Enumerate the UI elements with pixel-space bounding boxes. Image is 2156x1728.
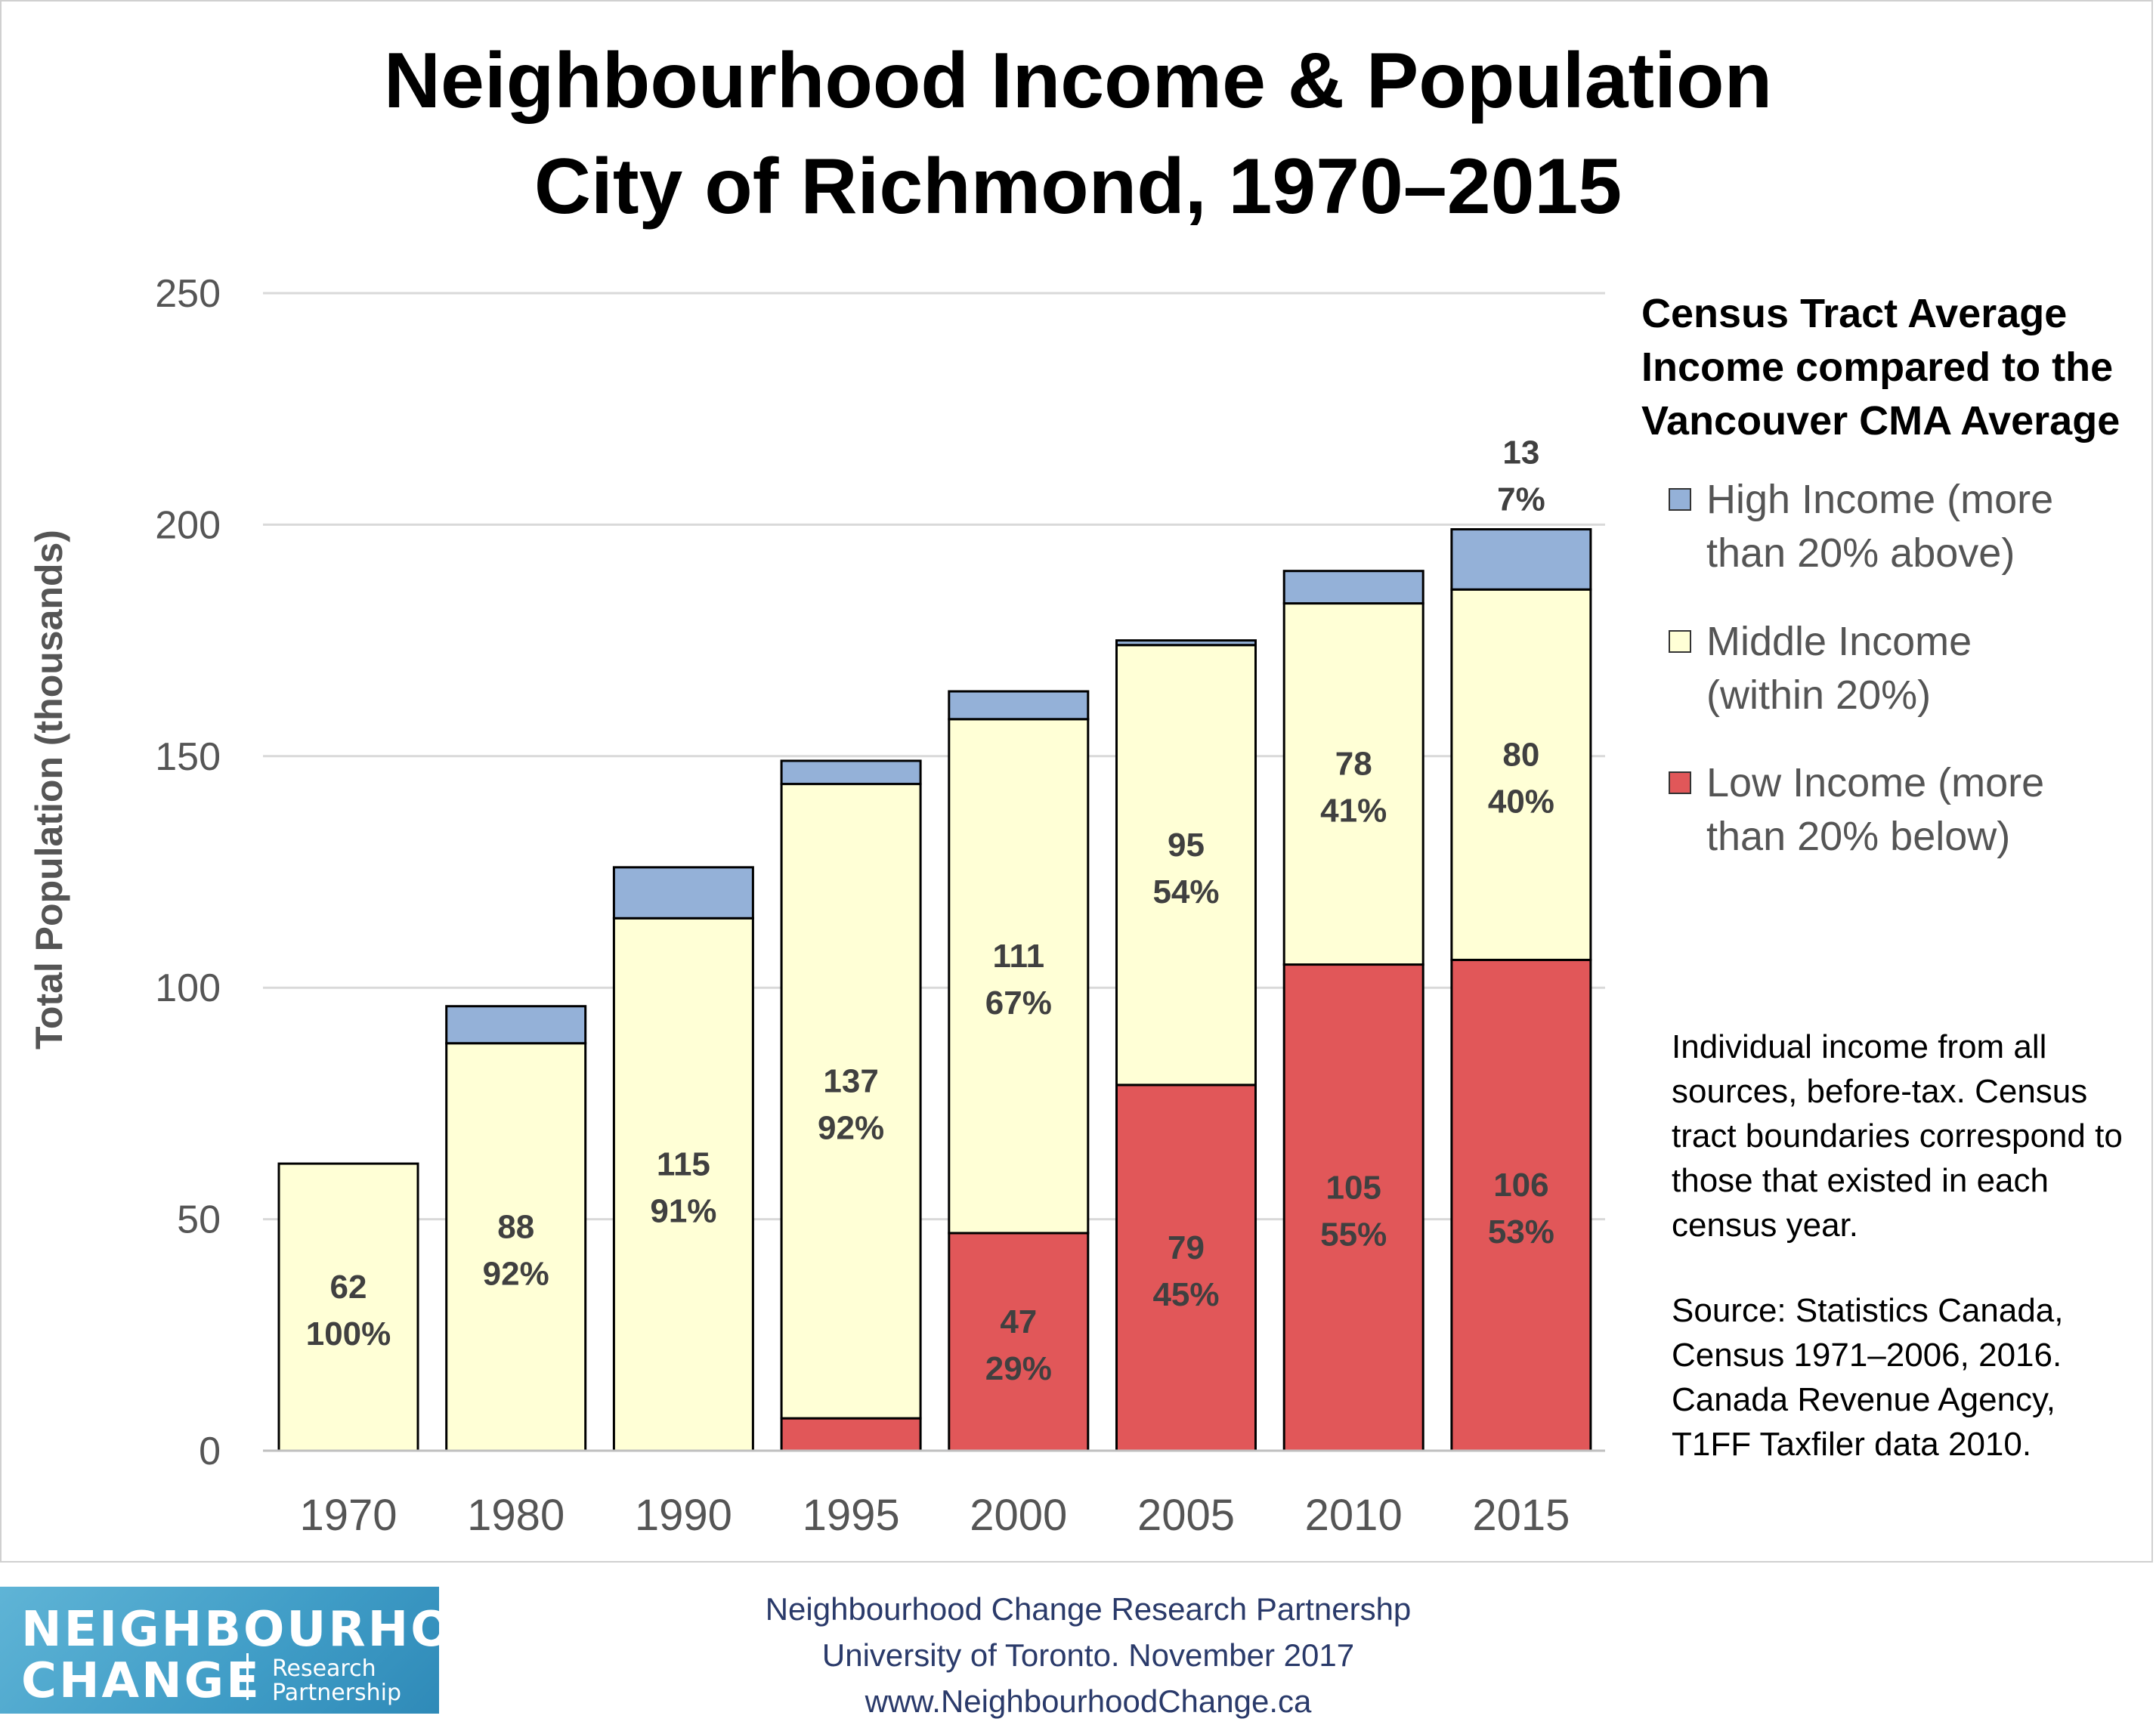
bar-segment-low <box>1282 963 1424 1452</box>
bar-segment-middle <box>1282 602 1424 966</box>
neighbourhood-change-logo: NEIGHBOURHOOD CHANGE Research Partnershi… <box>0 1587 537 1714</box>
legend-label-middle: Middle Income (within 20%) <box>1706 619 1972 718</box>
data-label-value: 105 <box>1325 1169 1381 1206</box>
x-tick-label: 2010 <box>1305 1491 1403 1540</box>
data-label-pct: 41% <box>1320 793 1387 830</box>
data-label-pct: 29% <box>985 1350 1052 1387</box>
legend-item-low-income: Low Income (more than 20% below) <box>1669 756 2099 864</box>
data-label-value: 88 <box>497 1208 534 1245</box>
data-label-pct: 92% <box>483 1255 549 1292</box>
data-label-value: 47 <box>1000 1303 1037 1340</box>
y-tick-label: 150 <box>155 735 221 779</box>
bar-segment-high <box>612 866 754 920</box>
bar-segment-middle <box>612 917 754 1452</box>
data-label-pct: 100% <box>306 1315 391 1352</box>
bar-segment-middle <box>1450 588 1592 961</box>
data-label-value: 111 <box>993 938 1045 975</box>
logo-line1: NEIGHBOURHOOD <box>21 1602 540 1658</box>
y-tick-label: 100 <box>155 966 221 1010</box>
bar-segment-low <box>948 1232 1090 1452</box>
data-label-value: 79 <box>1168 1229 1205 1266</box>
bar-segment-high <box>1115 639 1257 647</box>
data-label-value: 13 <box>1502 434 1539 471</box>
footer-line3[interactable]: www.NeighbourhoodChange.ca <box>865 1683 1312 1719</box>
y-tick-label: 0 <box>199 1430 221 1473</box>
legend-label-low: Low Income (more than 20% below) <box>1706 760 2045 859</box>
data-label-value: 106 <box>1493 1167 1548 1204</box>
data-label-pct: 45% <box>1152 1276 1219 1313</box>
bar-segment-high <box>1450 528 1592 591</box>
legend-swatch-low-icon <box>1669 771 1691 794</box>
bar-segment-middle <box>277 1162 419 1452</box>
bar-segment-high <box>948 690 1090 721</box>
logo-tag2: Partnership <box>272 1680 402 1706</box>
x-tick-label: 1970 <box>299 1491 397 1540</box>
legend-title: Census Tract Average Income compared to … <box>1641 291 2120 444</box>
bar-segment-middle <box>948 718 1090 1235</box>
chart-title: Neighbourhood Income & Population <box>383 37 1773 125</box>
bar-segment-low <box>1450 958 1592 1452</box>
data-label-pct: 55% <box>1320 1216 1387 1253</box>
bar-segment-high <box>780 759 922 786</box>
bar-segment-low <box>1115 1083 1257 1452</box>
bar-segment-middle <box>445 1042 587 1452</box>
source-note: Source: Statistics Canada, Census 1971–2… <box>1672 1292 2064 1463</box>
footer-line2: University of Toronto. November 2017 <box>821 1637 1355 1673</box>
y-tick-label: 250 <box>155 272 221 316</box>
logo-line2: CHANGE <box>21 1653 261 1709</box>
data-label-value: 62 <box>330 1269 367 1306</box>
legend-swatch-middle-icon <box>1669 630 1691 653</box>
y-tick-label: 200 <box>155 503 221 547</box>
x-tick-label: 1980 <box>467 1491 565 1540</box>
bar-segment-low <box>780 1417 922 1452</box>
y-tick-label: 50 <box>177 1198 221 1242</box>
x-tick-label: 1995 <box>803 1491 900 1540</box>
x-tick-label: 2005 <box>1137 1491 1235 1540</box>
income-note: Individual income from all sources, befo… <box>1672 1028 2123 1244</box>
bar-segment-middle <box>780 783 922 1420</box>
bar-segment-high <box>445 1005 587 1045</box>
data-label-value: 95 <box>1168 827 1205 864</box>
data-label-pct: 53% <box>1488 1213 1554 1250</box>
legend-item-high-income: High Income (more than 20% above) <box>1669 473 2099 580</box>
data-label-pct: 91% <box>650 1193 716 1230</box>
x-tick-label: 2015 <box>1472 1491 1570 1540</box>
logo-divider <box>246 1653 249 1700</box>
footer-line1: Neighbourhood Change Research Partnershp <box>765 1591 1412 1627</box>
data-label-value: 78 <box>1335 746 1372 783</box>
bar-segment-high <box>1282 570 1424 605</box>
bar-segment-middle <box>1115 644 1257 1087</box>
legend-label-high: High Income (more than 20% above) <box>1706 477 2054 576</box>
data-label-pct: 7% <box>1497 481 1545 518</box>
legend-swatch-high-icon <box>1669 488 1691 511</box>
x-tick-label: 1990 <box>635 1491 732 1540</box>
data-label-pct: 40% <box>1488 783 1554 820</box>
data-label-pct: 67% <box>985 985 1052 1022</box>
y-axis-label: Total Population (thousands) <box>28 530 70 1049</box>
data-label-value: 80 <box>1502 736 1539 773</box>
chart-subtitle: City of Richmond, 1970–2015 <box>534 143 1622 230</box>
legend-item-middle-income: Middle Income (within 20%) <box>1669 615 2099 722</box>
data-label-value: 137 <box>823 1062 878 1099</box>
data-label-value: 115 <box>657 1146 710 1183</box>
data-label-pct: 54% <box>1152 873 1219 910</box>
logo-tag1: Research <box>272 1655 376 1682</box>
x-tick-label: 2000 <box>970 1491 1067 1540</box>
data-label-pct: 92% <box>818 1109 884 1146</box>
